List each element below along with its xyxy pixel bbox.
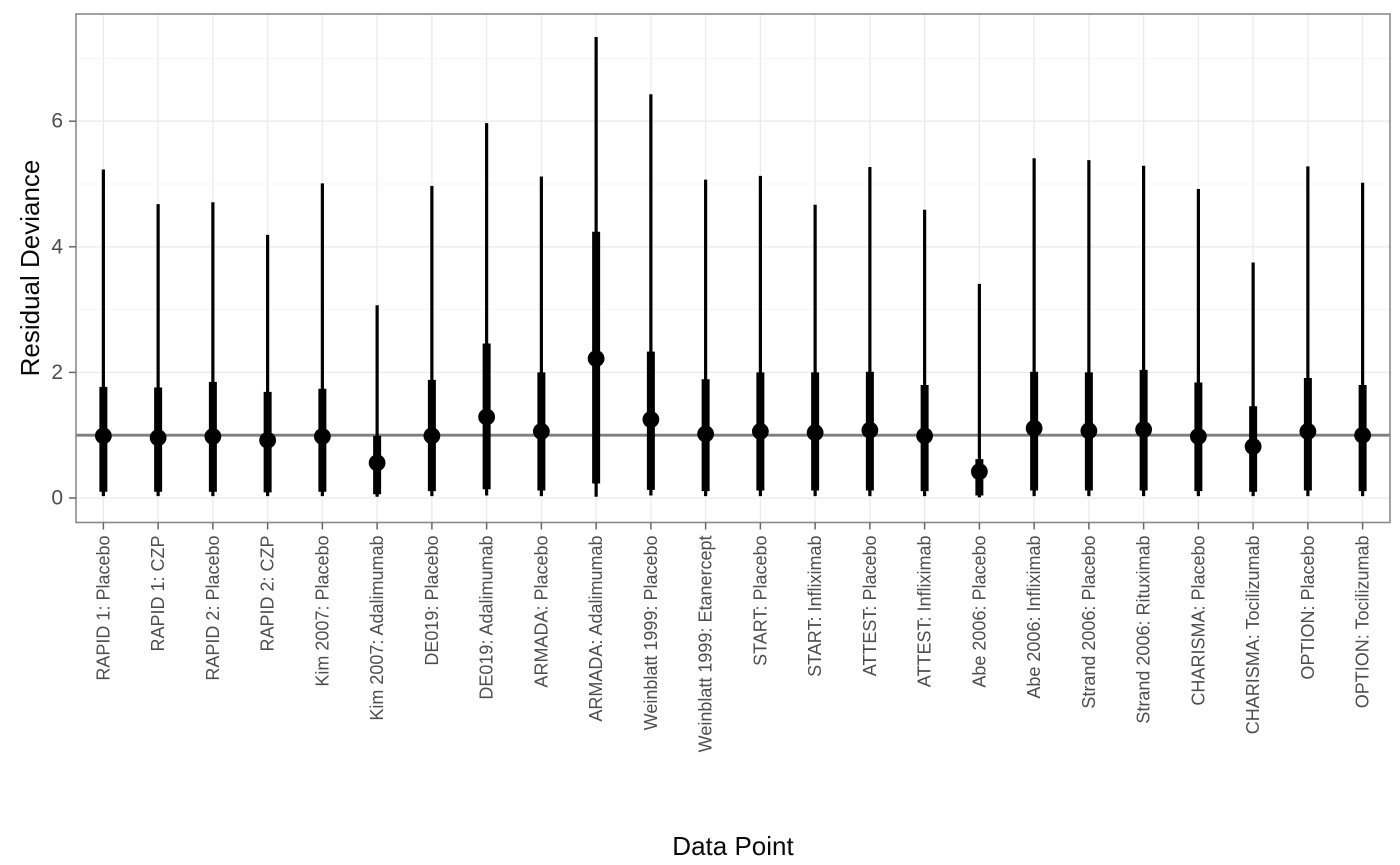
x-tick-label: DE019: Placebo	[422, 536, 442, 666]
x-tick-label: OPTION: Placebo	[1298, 536, 1318, 680]
x-tick-label: RAPID 1: Placebo	[93, 536, 113, 681]
data-point-group	[1025, 158, 1043, 497]
panel-border	[75, 13, 1391, 524]
point-estimate	[970, 463, 988, 481]
panel-background	[76, 14, 1390, 523]
x-tick-label: Abe 2006: Infliximab	[1024, 536, 1044, 699]
point-estimate	[916, 427, 934, 445]
x-tick-label: RAPID 2: CZP	[258, 536, 278, 652]
point-estimate	[1025, 419, 1043, 437]
x-tick-label: ATTEST: Placebo	[860, 536, 880, 677]
y-tick-label: 6	[51, 110, 63, 133]
y-axis-title: Residual Deviance	[15, 159, 45, 377]
point-estimate	[1080, 422, 1098, 440]
x-tick-label: Kim 2007: Placebo	[312, 536, 332, 687]
point-estimate	[861, 421, 879, 439]
x-tick-label: Strand 2006: Placebo	[1079, 536, 1099, 709]
data-point-group	[751, 175, 769, 497]
point-estimate	[751, 423, 769, 440]
x-tick-label: Kim 2007: Adalimumab	[367, 536, 387, 721]
x-tick-label: OPTION: Tocilizumab	[1353, 536, 1373, 709]
point-estimate	[149, 429, 167, 447]
data-point-group	[368, 305, 386, 497]
x-tick-label: RAPID 2: Placebo	[203, 536, 223, 681]
data-point-group	[916, 209, 934, 497]
y-tick-label: 2	[51, 361, 63, 384]
data-point-group	[806, 204, 824, 497]
x-tick-label: RAPID 1: CZP	[148, 536, 168, 652]
point-estimate	[1299, 423, 1317, 440]
point-estimate	[642, 411, 660, 428]
x-tick-label: DE019: Adalimumab	[477, 536, 497, 700]
x-tick-label: CHARISMA: Tocilizumab	[1243, 536, 1263, 735]
x-tick-label: Weinblatt 1999: Etanercept	[696, 536, 716, 753]
data-point-group	[423, 185, 441, 497]
data-point-group	[94, 169, 112, 497]
data-point-group	[1080, 160, 1098, 497]
point-estimate	[259, 431, 277, 449]
x-tick-label: CHARISMA: Placebo	[1188, 536, 1208, 706]
x-tick-label: ARMADA: Placebo	[531, 536, 551, 688]
data-point-group	[149, 204, 167, 497]
x-tick-label: ATTEST: Infliximab	[915, 536, 935, 688]
x-axis-title: Data Point	[672, 831, 794, 861]
data-point-group	[1135, 165, 1153, 497]
point-estimate	[1244, 438, 1262, 455]
point-estimate	[204, 428, 222, 445]
point-estimate	[478, 408, 496, 426]
data-point-group	[478, 123, 496, 496]
point-estimate	[532, 423, 550, 440]
x-tick-label: Abe 2006: Placebo	[969, 536, 989, 688]
point-estimate	[806, 424, 824, 442]
data-point-group	[1244, 262, 1262, 497]
data-point-group	[642, 94, 660, 496]
x-tick-label: START: Infliximab	[805, 536, 825, 677]
data-point-group	[1299, 166, 1317, 497]
x-tick-label: ARMADA: Adalimumab	[586, 536, 606, 722]
data-point-group	[970, 283, 988, 498]
point-estimate	[313, 428, 331, 445]
point-estimate	[587, 350, 605, 367]
x-tick-label: Weinblatt 1999: Placebo	[641, 536, 661, 731]
y-tick-label: 0	[51, 487, 63, 510]
point-estimate	[368, 454, 386, 472]
data-point-group	[313, 183, 331, 497]
data-point-group	[861, 167, 879, 497]
data-point-group	[1354, 182, 1372, 497]
point-estimate	[1189, 428, 1207, 445]
data-point-group	[1189, 189, 1207, 497]
data-point-group	[259, 234, 277, 497]
x-tick-label: Strand 2006: Rituximab	[1134, 536, 1154, 724]
data-point-group	[204, 202, 222, 497]
y-tick-label: 4	[51, 235, 63, 258]
point-estimate	[697, 425, 715, 443]
data-point-group	[697, 179, 715, 497]
data-point-group	[532, 176, 550, 497]
point-estimate	[423, 427, 441, 445]
data-point-group	[587, 37, 605, 497]
x-tick-label: START: Placebo	[750, 536, 770, 666]
point-estimate	[1135, 421, 1153, 438]
point-estimate	[94, 427, 112, 445]
point-estimate	[1354, 426, 1372, 444]
